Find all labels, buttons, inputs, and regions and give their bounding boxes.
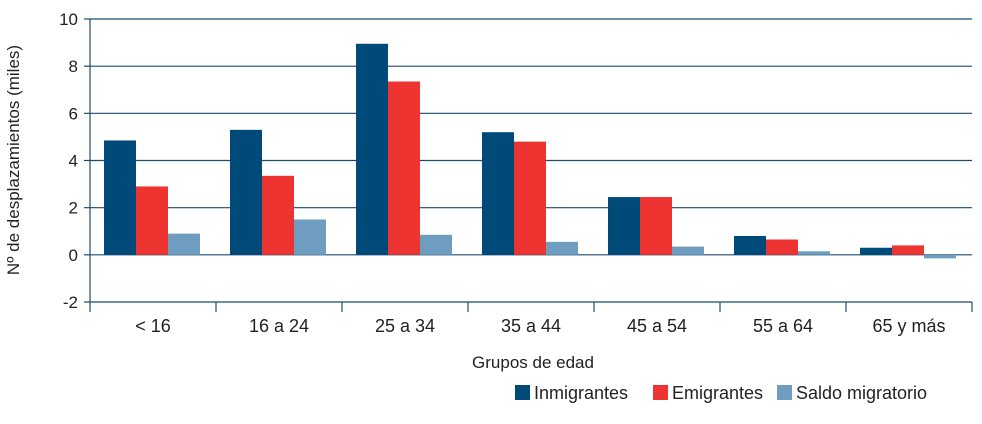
bar-saldo <box>168 233 200 255</box>
bar-inmigrantes <box>482 132 514 255</box>
y-tick-label: -2 <box>63 293 78 312</box>
y-tick-label: 4 <box>69 152 78 171</box>
legend-swatch <box>777 385 792 400</box>
y-tick-label: 6 <box>69 104 78 123</box>
y-tick-label: 2 <box>69 199 78 218</box>
bar-inmigrantes <box>860 247 892 255</box>
bar-emigrantes <box>136 186 168 255</box>
legend-swatch <box>515 385 530 400</box>
y-axis-title: Nº de desplazamientos (miles) <box>4 45 23 275</box>
y-tick-label: 8 <box>69 57 78 76</box>
legend: Inmigrantes Emigrantes Saldo migratorio <box>515 383 927 403</box>
x-tick-label: 16 a 24 <box>249 316 309 336</box>
legend-label: Inmigrantes <box>534 383 628 403</box>
x-tick-label: < 16 <box>135 316 171 336</box>
bar-emigrantes <box>514 141 546 255</box>
bar-saldo <box>798 251 830 255</box>
bar-inmigrantes <box>104 140 136 255</box>
bar-emigrantes <box>388 81 420 255</box>
bar-inmigrantes <box>734 235 766 255</box>
x-tick-label: 45 a 54 <box>627 316 687 336</box>
bar-emigrantes <box>640 197 672 255</box>
axes: -2 0 2 4 6 8 10 < 16 16 a 24 25 a 34 35 a 44 45 a 5… <box>59 10 973 336</box>
bar-inmigrantes <box>230 129 262 255</box>
x-tick-label: 65 y más <box>872 316 945 336</box>
bar-saldo <box>924 254 956 259</box>
legend-swatch <box>653 385 668 400</box>
legend-label: Emigrantes <box>672 383 763 403</box>
x-tick-label: 55 a 64 <box>753 316 813 336</box>
bar-saldo <box>294 219 326 255</box>
y-tick-label: 0 <box>69 246 78 265</box>
bar-saldo <box>546 241 578 255</box>
x-tick-label: 35 a 44 <box>501 316 561 336</box>
bar-inmigrantes <box>356 43 388 255</box>
bar-saldo <box>420 234 452 255</box>
x-axis-title: Grupos de edad <box>472 353 594 372</box>
bar-inmigrantes <box>608 197 640 255</box>
bar-emigrantes <box>892 245 924 255</box>
bar-saldo <box>672 246 704 255</box>
legend-label: Saldo migratorio <box>796 383 927 403</box>
y-tick-label: 10 <box>59 10 78 29</box>
x-tick-label: 25 a 34 <box>375 316 435 336</box>
bars <box>104 43 956 259</box>
bar-emigrantes <box>766 239 798 255</box>
bar-emigrantes <box>262 175 294 255</box>
